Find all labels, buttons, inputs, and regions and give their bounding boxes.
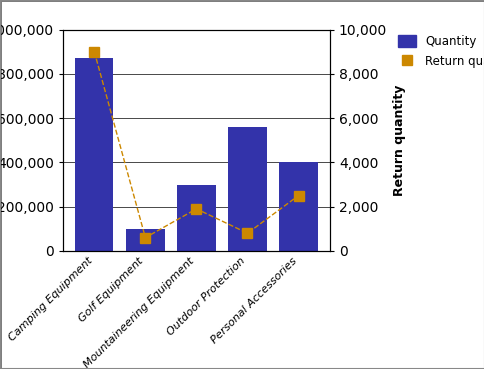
Bar (228, 127, 266, 251)
Return quantity (142, 235, 148, 240)
Bar (75, 58, 113, 251)
Y-axis label: Return quantity: Return quantity (392, 85, 405, 196)
Bar (279, 162, 317, 251)
Bar (177, 184, 215, 251)
Return quantity (193, 207, 199, 211)
Line: Return quantity: Return quantity (89, 47, 303, 242)
Return quantity (244, 231, 250, 235)
Bar (126, 229, 164, 251)
Legend: Quantity, Return quantity: Quantity, Return quantity (393, 31, 484, 71)
Return quantity (295, 193, 301, 198)
Return quantity (91, 49, 97, 54)
